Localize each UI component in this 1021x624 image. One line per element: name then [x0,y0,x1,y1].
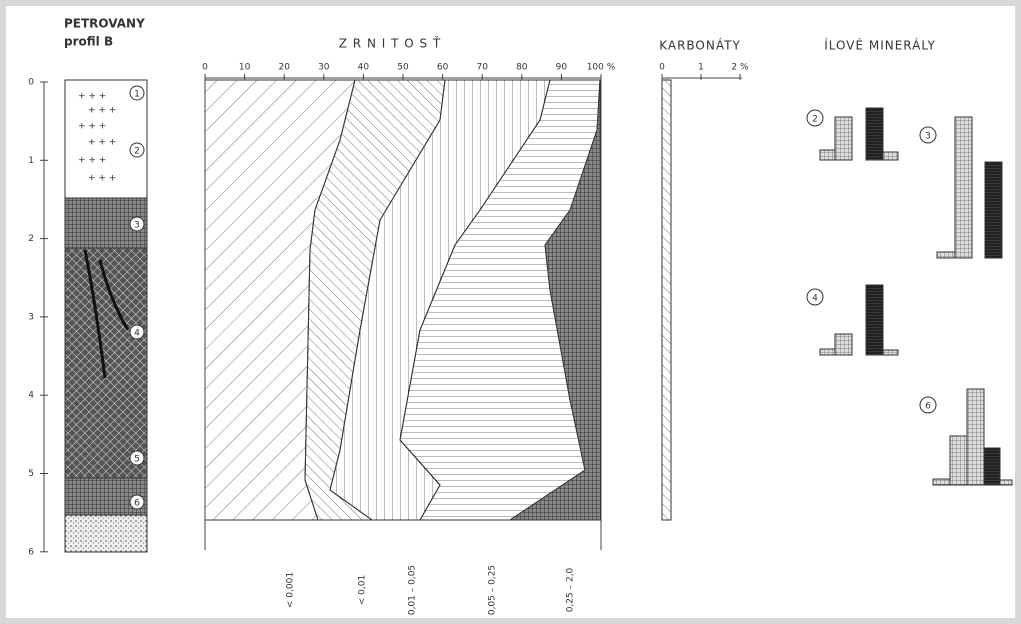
subtitle: profil B [64,35,113,49]
fraction-label: 0,05 – 0,25 [488,565,498,615]
depth-tick-label: 2 [28,234,34,244]
fraction-label: 0,01 – 0,05 [408,565,418,615]
carbonates-title: KARBONÁTY [659,38,741,53]
svg-text:+ + +: + + + [78,156,106,166]
grain-tick-label: 40 [358,63,370,73]
depth-tick-label: 1 [28,156,34,166]
fraction-label: 0,25 – 2,0 [566,567,576,612]
depth-tick-label: 0 [28,78,34,88]
figure: PETROVANY profil B + + + + + + + + + + + +… [0,0,1021,624]
fraction-label: < 0,01 [358,575,368,605]
svg-text:+ + +: + + + [88,174,116,184]
sample-label: 2 [812,115,818,125]
depth-tick-label: 5 [28,469,34,479]
sample-label: 3 [925,132,931,142]
depth-tick-label: 4 [28,391,34,401]
grain-size-chart: Z R N I T O S Ť [205,36,601,551]
depth-tick-label: 6 [28,547,34,557]
layer-label: 6 [134,499,140,509]
grain-tick-label: 80 [516,63,528,73]
sample-label: 6 [925,402,931,412]
fraction-label: < 0,001 [286,572,296,608]
layer-label: 1 [134,90,140,100]
layer-label: 3 [134,221,140,231]
grain-tick-label: 70 [476,63,488,73]
carbonate-tick-label: 0 [659,63,665,73]
grain-tick-label: 100 % [587,63,616,73]
title: PETROVANY [64,17,145,31]
depth-tick-label: 3 [28,312,34,322]
svg-text:+ + +: + + + [78,92,106,102]
grain-tick-label: 10 [239,63,251,73]
clay-minerals-title: ÍLOVÉ MINERÁLY [824,38,936,53]
grain-tick-label: 0 [202,63,208,73]
grain-tick-label: 90 [556,63,568,73]
svg-text:+ + +: + + + [78,122,106,132]
grain-tick-label: 20 [278,63,290,73]
sample-label: 4 [812,294,818,304]
carbonate-tick-label: 2 % [731,63,749,73]
svg-text:+ + +: + + + [88,106,116,116]
grain-tick-label: 60 [437,63,449,73]
grain-size-title: Z R N I T O S Ť [339,36,442,51]
layer-label: 5 [134,455,140,465]
grain-tick-label: 30 [318,63,330,73]
carbonate-tick-label: 1 [698,63,704,73]
grain-tick-label: 50 [397,63,409,73]
layer-label: 2 [134,147,140,157]
svg-text:+ + +: + + + [88,138,116,148]
layer-label: 4 [134,329,140,339]
